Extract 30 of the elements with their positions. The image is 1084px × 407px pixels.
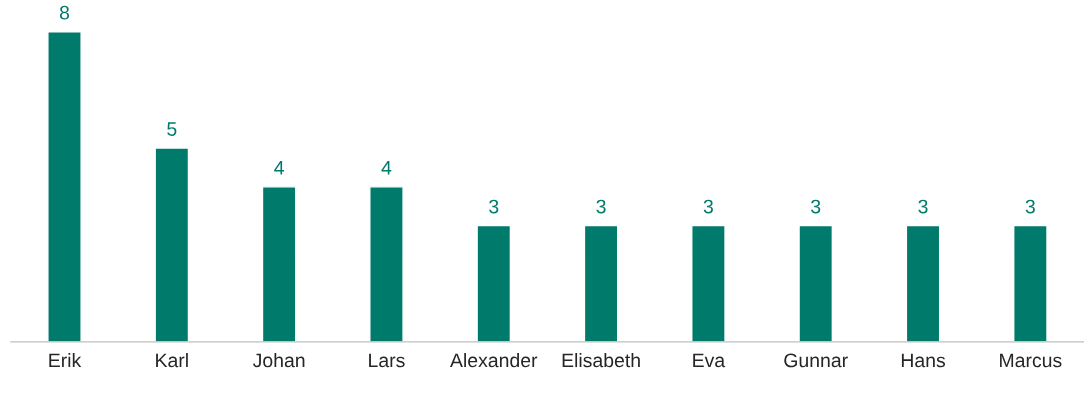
x-tick-label: Alexander	[450, 352, 538, 368]
data-label: 3	[703, 199, 713, 214]
bar	[47, 31, 82, 342]
data-label: 3	[596, 199, 606, 214]
x-tick-label: Karl	[156, 352, 188, 368]
bar	[583, 224, 619, 342]
x-tick-label: Elisabeth	[562, 352, 640, 368]
bar	[905, 224, 941, 342]
bar	[154, 147, 190, 342]
x-tick-label: Hans	[901, 353, 946, 368]
bar	[476, 224, 512, 342]
data-label: 4	[274, 161, 284, 175]
x-tick-label: Erik	[49, 352, 82, 368]
bar	[1013, 224, 1048, 342]
data-label: 8	[59, 5, 70, 20]
x-tick-label: Gunnar	[784, 353, 848, 368]
x-tick-label: Johan	[252, 352, 305, 368]
bar	[369, 186, 404, 342]
data-label: 5	[167, 122, 177, 136]
x-tick-label: Eva	[693, 353, 726, 368]
x-tick-label: Lars	[369, 353, 405, 368]
data-label: 3	[489, 199, 499, 214]
bar	[691, 224, 726, 342]
x-tick-label: Marcus	[1000, 353, 1062, 368]
data-label: 3	[811, 199, 821, 214]
bar	[798, 224, 834, 342]
data-label: 3	[918, 199, 928, 214]
data-label: 4	[381, 161, 392, 175]
data-label: 3	[1025, 199, 1035, 214]
bar	[261, 186, 297, 342]
